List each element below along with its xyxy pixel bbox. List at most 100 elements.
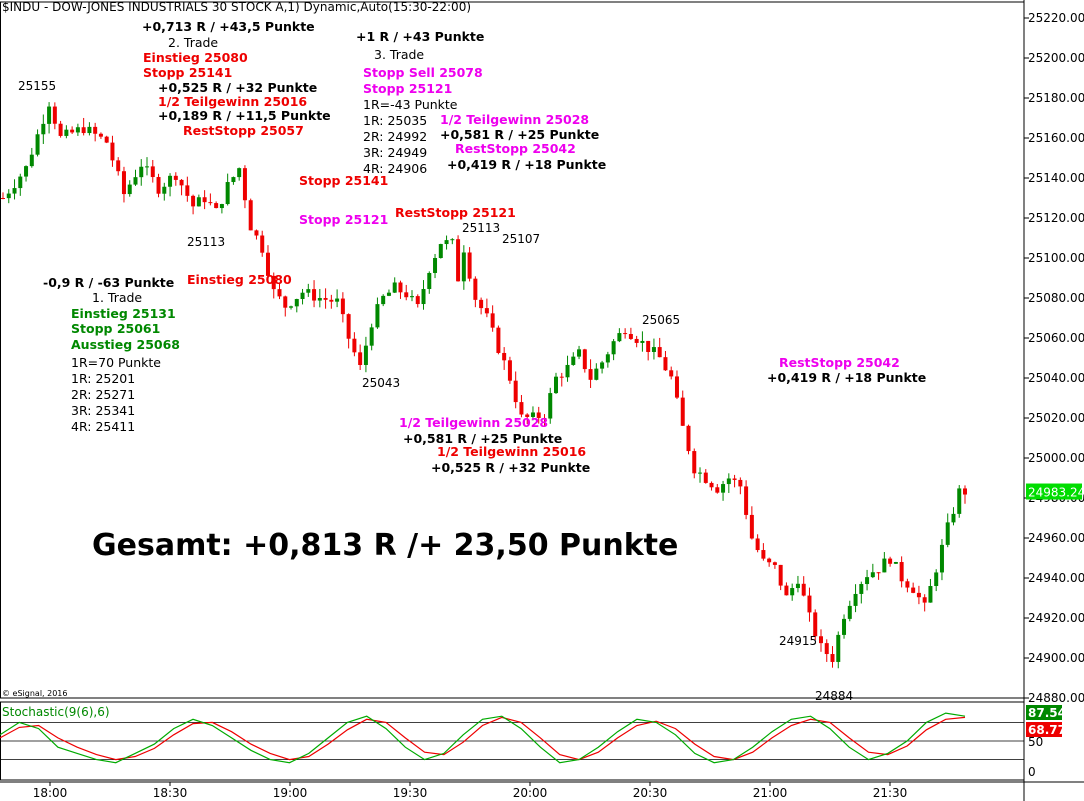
trade1-1r: 1R=70 Punkte — [71, 355, 161, 370]
mid-rest-stop: RestStopp 25121 — [395, 205, 516, 220]
candle-body — [548, 393, 553, 419]
candle-body — [191, 195, 196, 207]
stochastic-k-line — [0, 712, 966, 764]
candle-body — [836, 634, 841, 662]
candle-body — [847, 605, 852, 619]
candle-body — [248, 200, 253, 231]
candle-body — [772, 562, 777, 565]
chart-title: $INDU - DOW-JONES INDUSTRIALS 30 STOCK A… — [2, 0, 472, 14]
candle-body — [571, 356, 576, 365]
candle-body — [882, 558, 887, 573]
candle-body — [162, 186, 167, 194]
candle-body — [934, 572, 939, 587]
candle-body — [208, 202, 213, 204]
trade2-half: 1/2 Teilgewinn 25016 — [158, 94, 308, 109]
candle-body — [767, 558, 772, 563]
k-value-label: 87.54 — [1028, 706, 1066, 720]
candle-body — [35, 134, 40, 155]
candle-body — [646, 340, 651, 352]
trade3-rest: RestStopp 25042 — [455, 141, 576, 156]
candle-body — [726, 478, 731, 485]
candle-body — [116, 160, 121, 172]
trade2-label: 2. Trade — [168, 35, 219, 50]
stochastic-level-label: 50 — [1028, 735, 1043, 749]
candle-body — [461, 252, 466, 282]
trade3-result: +1 R / +43 Punkte — [356, 29, 485, 44]
trade3-level2: 2R: 24992 — [363, 129, 428, 144]
candle-body — [905, 581, 910, 588]
candle-body — [289, 306, 294, 308]
candle-body — [744, 486, 749, 515]
candle-body — [52, 106, 57, 124]
candle-body — [738, 479, 743, 487]
price-marker-label: 24915 — [779, 634, 817, 648]
candle-body — [415, 296, 420, 305]
candle-body — [312, 289, 317, 301]
candle-body — [853, 593, 858, 606]
time-tick-label: 18:30 — [153, 786, 188, 800]
candle-body — [145, 166, 150, 168]
price-tick-label: 25020.00 — [1028, 411, 1084, 425]
time-tick-label: 20:00 — [513, 786, 548, 800]
candle-body — [173, 175, 178, 180]
price-tick-label: 25000.00 — [1028, 451, 1084, 465]
price-tick-label: 25180.00 — [1028, 91, 1084, 105]
candle-body — [657, 347, 662, 358]
stochastic-title: Stochastic(9(6),6) — [2, 705, 110, 719]
candle-body — [893, 562, 898, 564]
candle-body — [450, 239, 455, 241]
trade3-label: 3. Trade — [374, 47, 425, 62]
candle-body — [168, 175, 173, 187]
candle-body — [242, 168, 247, 201]
trade1-level3: 3R: 25341 — [71, 403, 136, 418]
price-marker-label: 25107 — [502, 232, 540, 246]
price-tick-label: 24920.00 — [1028, 611, 1084, 625]
candle-body — [922, 597, 927, 603]
candle-body — [519, 402, 524, 415]
candle-body — [29, 154, 34, 167]
candle-body — [957, 488, 962, 514]
candle-body — [715, 487, 720, 493]
candle-body — [24, 166, 29, 177]
candle-body — [467, 252, 472, 279]
candle-body — [813, 612, 818, 637]
candle-body — [254, 230, 259, 236]
time-tick-label: 20:30 — [633, 786, 668, 800]
candle-body — [392, 282, 397, 293]
price-tick-label: 24960.00 — [1028, 531, 1084, 545]
candle-body — [369, 327, 374, 346]
candle-body — [790, 588, 795, 596]
time-tick-label: 19:30 — [393, 786, 428, 800]
lower-half-2: 1/2 Teilgewinn 25016 — [437, 444, 587, 459]
trade3-level3: 3R: 24949 — [363, 145, 428, 160]
trade3-sell: Stopp Sell 25078 — [363, 65, 483, 80]
candle-body — [185, 185, 190, 196]
trade3-stop: Stopp 25121 — [363, 81, 453, 96]
candle-body — [340, 298, 345, 315]
candle-body — [98, 133, 103, 137]
stochastic-plot: 87.54 68.77 0 50 — [0, 701, 1066, 781]
candle-body — [386, 292, 391, 296]
candle-body — [916, 592, 921, 598]
price-tick-label: 25220.00 — [1028, 11, 1084, 25]
candle-body — [634, 338, 639, 343]
candle-body — [842, 618, 847, 635]
trade1-level2: 2R: 25271 — [71, 387, 136, 402]
candle-body — [680, 397, 685, 426]
right-rest-stop: RestStopp 25042 — [779, 355, 900, 370]
candle-body — [888, 558, 893, 564]
time-tick-label: 21:00 — [753, 786, 788, 800]
candle-body — [513, 380, 518, 403]
price-tick-label: 25160.00 — [1028, 131, 1084, 145]
candle-body — [928, 586, 933, 603]
trade2-r2: +0,189 R / +11,5 Punkte — [158, 108, 331, 123]
price-tick-label: 25100.00 — [1028, 251, 1084, 265]
candle-body — [605, 354, 610, 363]
candle-body — [335, 298, 340, 302]
candle-body — [219, 204, 224, 209]
candle-body — [409, 296, 414, 298]
candle-body — [58, 123, 63, 136]
candle-body — [456, 239, 461, 282]
candle-body — [963, 488, 967, 495]
candle-body — [784, 585, 789, 596]
